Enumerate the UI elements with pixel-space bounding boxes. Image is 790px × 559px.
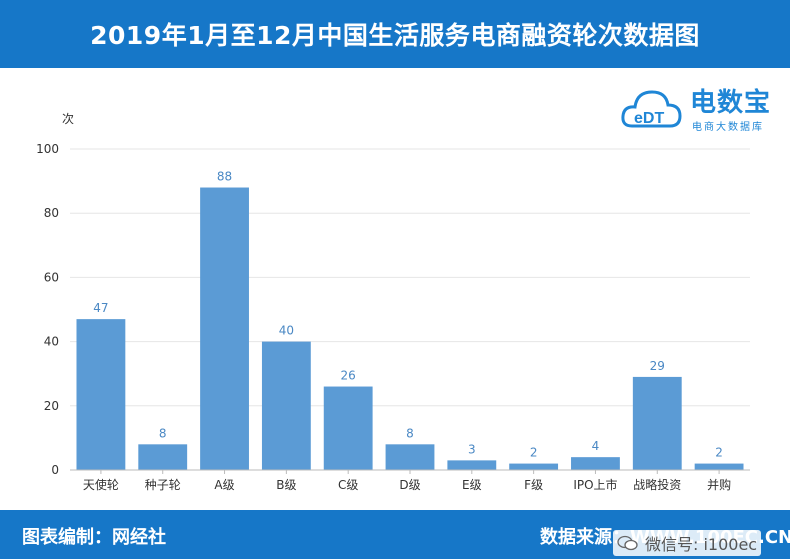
watermark: 微信号: i100ec bbox=[613, 530, 762, 556]
x-tick-label: E级 bbox=[462, 478, 482, 492]
x-tick-labels: 天使轮 种子轮 A级 B级 C级 D级 E级 F级 IPO上市 战略投资 并购 bbox=[83, 470, 731, 492]
bar bbox=[571, 457, 620, 470]
title-bar: 2019年1月至12月中国生活服务电商融资轮次数据图 bbox=[0, 0, 790, 68]
bar bbox=[385, 444, 435, 470]
x-tick-label: 天使轮 bbox=[83, 477, 119, 492]
bar bbox=[323, 386, 373, 470]
y-tick-label: 0 bbox=[51, 463, 59, 477]
y-tick-labels: 0 20 40 60 80 100 bbox=[36, 142, 59, 477]
data-label: 88 bbox=[217, 170, 232, 184]
y-tick-label: 80 bbox=[44, 206, 59, 220]
grid-lines bbox=[70, 148, 750, 407]
logo-subtitle: 电商大数据库 bbox=[692, 122, 764, 133]
bar bbox=[138, 444, 188, 470]
bar bbox=[447, 460, 497, 470]
y-tick-label: 60 bbox=[44, 270, 59, 284]
data-label: 29 bbox=[650, 359, 665, 373]
data-label: 47 bbox=[93, 301, 108, 315]
data-label: 8 bbox=[159, 426, 167, 440]
x-tick-label: B级 bbox=[276, 478, 296, 492]
x-tick-label: 战略投资 bbox=[633, 477, 681, 492]
x-tick-label: A级 bbox=[214, 478, 234, 492]
logo-mark-text: eDT bbox=[634, 110, 664, 127]
data-label: 4 bbox=[592, 439, 600, 453]
data-label: 3 bbox=[468, 442, 476, 456]
bar bbox=[509, 463, 559, 470]
x-tick-label: 并购 bbox=[707, 477, 731, 492]
logo: eDT 电数宝 电商大数据库 bbox=[620, 78, 780, 138]
data-label: 40 bbox=[279, 324, 294, 338]
x-tick-label: IPO上市 bbox=[573, 477, 617, 492]
x-tick-label: C级 bbox=[338, 478, 358, 492]
bar bbox=[694, 463, 744, 470]
data-label: 2 bbox=[715, 446, 723, 460]
bar bbox=[632, 376, 682, 470]
bar bbox=[76, 319, 126, 470]
x-tick-label: D级 bbox=[399, 478, 420, 492]
y-axis-label: 次 bbox=[62, 112, 74, 126]
bars bbox=[76, 187, 744, 470]
footer-credit: 图表编制：网经社 bbox=[22, 527, 166, 548]
data-label: 2 bbox=[530, 446, 538, 460]
x-tick-label: 种子轮 bbox=[145, 478, 181, 492]
y-tick-label: 20 bbox=[44, 399, 59, 413]
logo-brand: 电数宝 bbox=[690, 88, 772, 118]
watermark-text: 微信号: i100ec bbox=[645, 535, 758, 554]
wechat-icon bbox=[617, 535, 638, 551]
data-label: 8 bbox=[406, 426, 414, 440]
chart-title: 2019年1月至12月中国生活服务电商融资轮次数据图 bbox=[90, 21, 700, 50]
bar bbox=[261, 341, 311, 470]
y-tick-label: 40 bbox=[44, 335, 59, 349]
bar bbox=[200, 187, 249, 470]
data-label: 26 bbox=[341, 369, 356, 383]
x-tick-label: F级 bbox=[524, 478, 543, 492]
y-tick-label: 100 bbox=[36, 142, 59, 156]
cloud-logo-icon: eDT bbox=[621, 90, 682, 128]
